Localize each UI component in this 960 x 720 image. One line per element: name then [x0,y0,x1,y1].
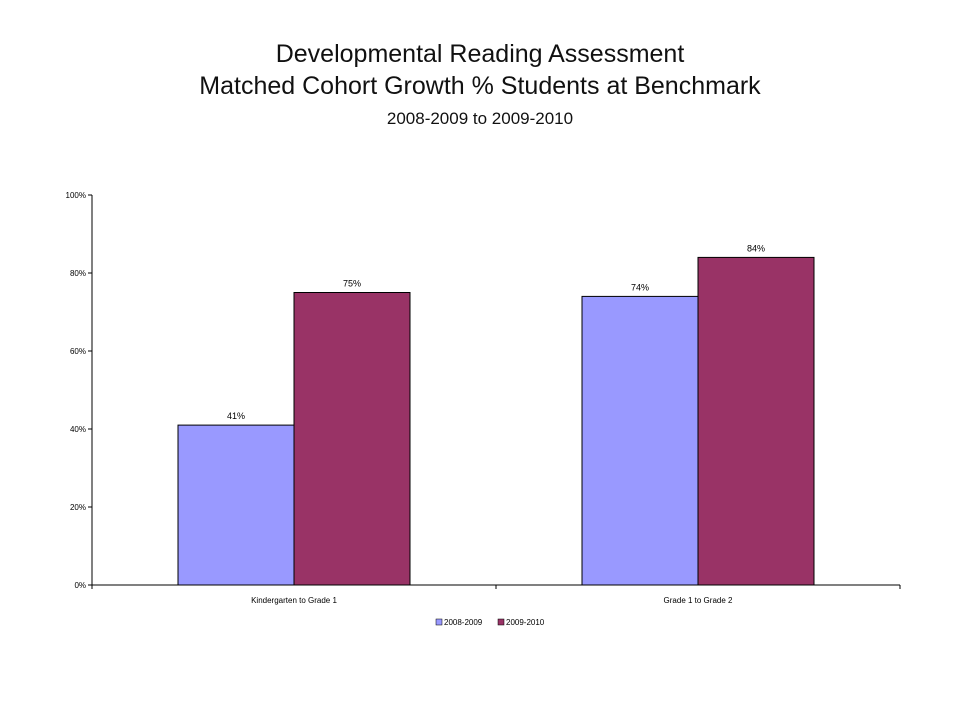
y-tick-label: 60% [70,347,86,356]
chart-bars [177,256,815,586]
bar-data-label: 75% [343,279,361,289]
x-category-label: Kindergarten to Grade 1 [251,596,337,605]
y-tick-label: 20% [70,503,86,512]
bar [293,292,411,586]
bar [581,295,699,586]
y-tick-label: 80% [70,269,86,278]
bar-data-label: 74% [631,282,649,292]
chart-subtitle: 2008-2009 to 2009-2010 [386,109,574,128]
bar [697,256,815,586]
x-category-label: Grade 1 to Grade 2 [664,596,733,605]
y-tick-label: 40% [70,425,86,434]
y-tick-label: 0% [74,581,86,590]
title-block: Developmental Reading Assessment Matched… [0,38,960,132]
y-tick-label: 100% [66,191,86,200]
chart-legend: 2008-2009 2009-2010 [435,618,545,627]
legend-swatch [497,618,505,626]
bar [177,424,295,586]
bar-data-label: 84% [747,243,765,253]
bar-data-label: 41% [227,411,245,421]
legend-label: 2009-2010 [506,618,545,627]
legend-label: 2008-2009 [444,618,483,627]
chart-data-labels: 41% 75% 74% 84% [227,243,765,421]
chart-title-line2: Matched Cohort Growth % Students at Benc… [199,72,761,100]
chart-title-line1: Developmental Reading Assessment [275,40,685,68]
legend-swatch [435,618,443,626]
